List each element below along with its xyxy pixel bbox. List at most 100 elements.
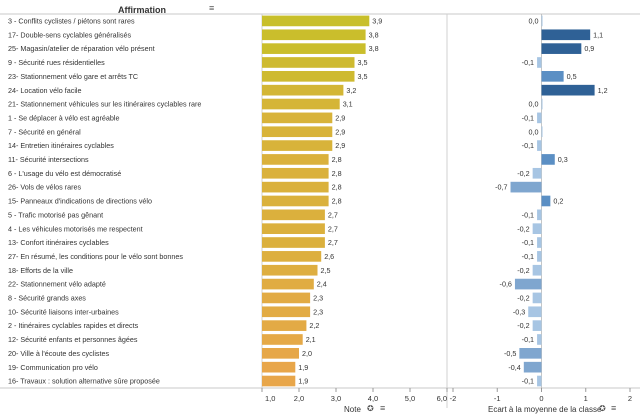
x-tick-label-note: 2,0 <box>294 394 304 403</box>
x-tick-label-ecart: 0 <box>539 394 543 403</box>
bar-note <box>262 334 303 345</box>
column-header-affirmation[interactable]: Affirmation <box>118 5 166 15</box>
bar-ecart <box>519 348 542 359</box>
row-label: 12- Sécurité enfants et personnes âgées <box>8 335 138 344</box>
bar-ecart <box>532 264 542 276</box>
row-label: 22- Stationnement vélo adapté <box>8 280 106 289</box>
bar-label-note: 2,4 <box>317 280 327 289</box>
bar-ecart <box>541 71 564 82</box>
row-label: 11- Sécurité intersections <box>8 155 89 164</box>
row-label: 6 - L'usage du vélo est démocratisé <box>8 169 121 178</box>
bar-note <box>262 264 318 276</box>
bar-label-note: 2,8 <box>332 197 342 206</box>
bar-label-ecart: 1,2 <box>598 86 608 95</box>
pin-icon-ecart[interactable]: ✪ <box>599 404 606 413</box>
bar-ecart <box>537 112 542 124</box>
bar-ecart <box>532 320 542 331</box>
bar-ecart <box>537 237 542 248</box>
bar-note <box>262 278 314 290</box>
bar-label-ecart: -0,3 <box>513 307 525 316</box>
bar-ecart <box>510 181 542 193</box>
bar-ecart <box>523 361 542 373</box>
bar-label-note: 3,5 <box>358 72 368 81</box>
bar-label-note: 3,5 <box>358 58 368 67</box>
row-label: 1 - Se déplacer à vélo est agréable <box>8 113 119 122</box>
bar-label-note: 1,9 <box>298 363 308 372</box>
bar-ecart <box>514 278 542 290</box>
bar-ecart <box>537 334 542 345</box>
bar-note <box>262 320 307 331</box>
bar-label-ecart: -0,1 <box>522 335 534 344</box>
sort-icon-note[interactable]: ≡ <box>380 403 386 413</box>
row-label: 13- Confort itinéraires cyclables <box>8 238 109 247</box>
x-tick-label-ecart: -2 <box>450 394 457 403</box>
bar-label-ecart: -0,1 <box>522 113 534 122</box>
bar-note <box>262 154 329 165</box>
bar-label-ecart: -0,2 <box>517 266 529 275</box>
bar-note <box>262 15 370 27</box>
bar-label-ecart: -0,1 <box>522 377 534 386</box>
row-label: 5 - Trafic motorisé pas gênant <box>8 210 103 219</box>
bar-label-ecart: 0,2 <box>553 197 563 206</box>
bar-label-ecart: -0,1 <box>522 141 534 150</box>
bar-ecart <box>532 167 542 179</box>
bar-label-note: 2,7 <box>328 224 338 233</box>
bar-ecart <box>537 209 542 221</box>
bar-label-note: 3,1 <box>343 100 353 109</box>
row-label: 14- Entretien itinéraires cyclables <box>8 141 114 150</box>
bar-note <box>262 126 333 138</box>
bar-label-ecart: 0,9 <box>584 44 594 53</box>
bar-label-note: 2,9 <box>335 113 345 122</box>
bar-note <box>262 43 366 54</box>
bar-label-ecart: -0,5 <box>504 349 516 358</box>
bar-label-ecart: 1,1 <box>593 30 603 39</box>
bar-label-ecart: -0,2 <box>517 294 529 303</box>
row-label: 20- Ville à l'écoute des cyclistes <box>8 349 110 358</box>
axis-title-ecart: Ecart à la moyenne de la classe <box>488 405 602 414</box>
pin-icon[interactable]: ✪ <box>367 404 374 413</box>
bar-note <box>262 71 355 82</box>
bar-ecart <box>537 140 542 151</box>
bar-ecart <box>541 43 582 54</box>
bar-note <box>262 292 311 304</box>
bar-note <box>262 29 366 41</box>
bar-ecart <box>541 195 551 207</box>
bar-label-note: 2,9 <box>335 141 345 150</box>
bar-label-note: 2,8 <box>332 169 342 178</box>
row-label: 2 - Itinéraires cyclables rapides et dir… <box>8 321 139 330</box>
bar-ecart <box>541 15 543 27</box>
bar-label-note: 2,9 <box>335 127 345 136</box>
bar-label-note: 3,9 <box>372 17 382 26</box>
row-label: 18- Efforts de la ville <box>8 266 73 275</box>
bar-ecart <box>532 223 542 234</box>
sort-icon[interactable]: ≡ <box>209 3 215 13</box>
bar-label-note: 2,0 <box>302 349 312 358</box>
bar-ecart <box>541 29 591 41</box>
x-tick-label-ecart: 1 <box>584 394 588 403</box>
bar-ecart <box>541 154 555 165</box>
bar-note <box>262 98 340 110</box>
bar-note <box>262 112 333 124</box>
bar-note <box>262 375 296 387</box>
bar-label-ecart: -0,2 <box>517 321 529 330</box>
x-tick-label-ecart: -1 <box>494 394 501 403</box>
bar-label-note: 2,3 <box>313 294 323 303</box>
bar-label-ecart: -0,2 <box>517 169 529 178</box>
x-tick-label-note: 3,0 <box>331 394 341 403</box>
bar-label-note: 2,7 <box>328 210 338 219</box>
sort-icon-ecart[interactable]: ≡ <box>611 403 617 413</box>
row-label: 9 - Sécurité rues résidentielles <box>8 58 105 67</box>
bar-label-note: 2,1 <box>306 335 316 344</box>
bar-label-note: 3,8 <box>369 44 379 53</box>
row-label: 26- Vols de vélos rares <box>8 183 82 192</box>
bar-label-ecart: 0,0 <box>529 127 539 136</box>
bar-label-ecart: 0,5 <box>567 72 577 81</box>
x-tick-label-note: 4,0 <box>368 394 378 403</box>
row-label: 3 - Conflits cyclistes / piétons sont ra… <box>8 17 135 26</box>
bar-label-note: 2,8 <box>332 155 342 164</box>
bar-label-ecart: -0,4 <box>508 363 520 372</box>
bar-ecart <box>537 251 542 262</box>
bar-label-note: 2,3 <box>313 307 323 316</box>
row-label: 7 - Sécurité en général <box>8 127 81 136</box>
bar-ecart <box>541 98 543 110</box>
